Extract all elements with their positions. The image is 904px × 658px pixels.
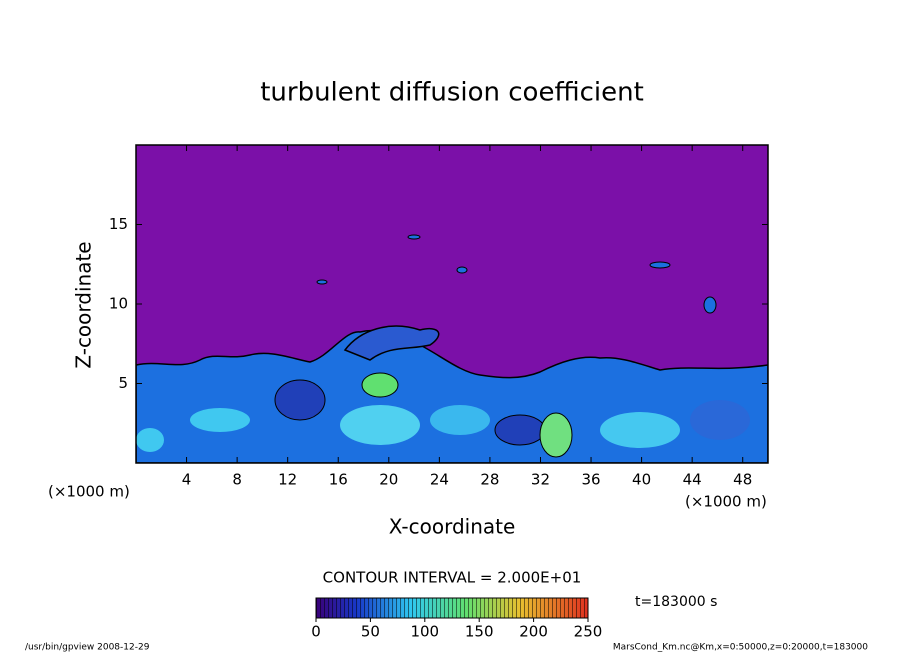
y-tick-label: 5 xyxy=(118,374,128,392)
colorbar-tick-label: 150 xyxy=(465,623,494,641)
x-tick-label: 24 xyxy=(430,471,449,489)
x-tick-label: 16 xyxy=(329,471,348,489)
y-tick-label: 10 xyxy=(109,295,128,313)
x-tick-label: 44 xyxy=(683,471,702,489)
x-tick-label: 36 xyxy=(581,471,600,489)
chart-title: turbulent diffusion coefficient xyxy=(260,78,644,108)
colorbar-tick-label: 100 xyxy=(410,623,439,641)
x-tick-label: 4 xyxy=(182,471,192,489)
x-tick-label: 32 xyxy=(531,471,550,489)
x-tick-label: 20 xyxy=(379,471,398,489)
x-tick-label: 40 xyxy=(632,471,651,489)
x-axis-title: X-coordinate xyxy=(389,515,516,539)
colorbar-tick-label: 0 xyxy=(311,623,321,641)
x-tick-label: 8 xyxy=(232,471,242,489)
x-tick-label: 48 xyxy=(733,471,752,489)
y-tick-label: 15 xyxy=(109,215,128,233)
field xyxy=(136,145,768,463)
x-unit-right: (×1000 m) xyxy=(685,493,767,511)
footer-right: MarsCond_Km.nc@Km,x=0:50000,z=0:20000,t=… xyxy=(613,643,868,653)
x-unit-left: (×1000 m) xyxy=(48,483,130,501)
colorbar-frame xyxy=(315,597,589,619)
x-tick-label: 12 xyxy=(278,471,297,489)
colorbar-tick-label: 250 xyxy=(574,623,603,641)
colorbar-tick-label: 200 xyxy=(519,623,548,641)
colorbar-tick-label: 50 xyxy=(361,623,380,641)
y-axis-title: Z-coordinate xyxy=(72,241,96,368)
x-tick-label: 28 xyxy=(480,471,499,489)
contour-interval: CONTOUR INTERVAL = 2.000E+01 xyxy=(323,569,582,587)
time-label: t=183000 s xyxy=(635,594,717,610)
footer-left: /usr/bin/gpview 2008-12-29 xyxy=(25,643,150,653)
